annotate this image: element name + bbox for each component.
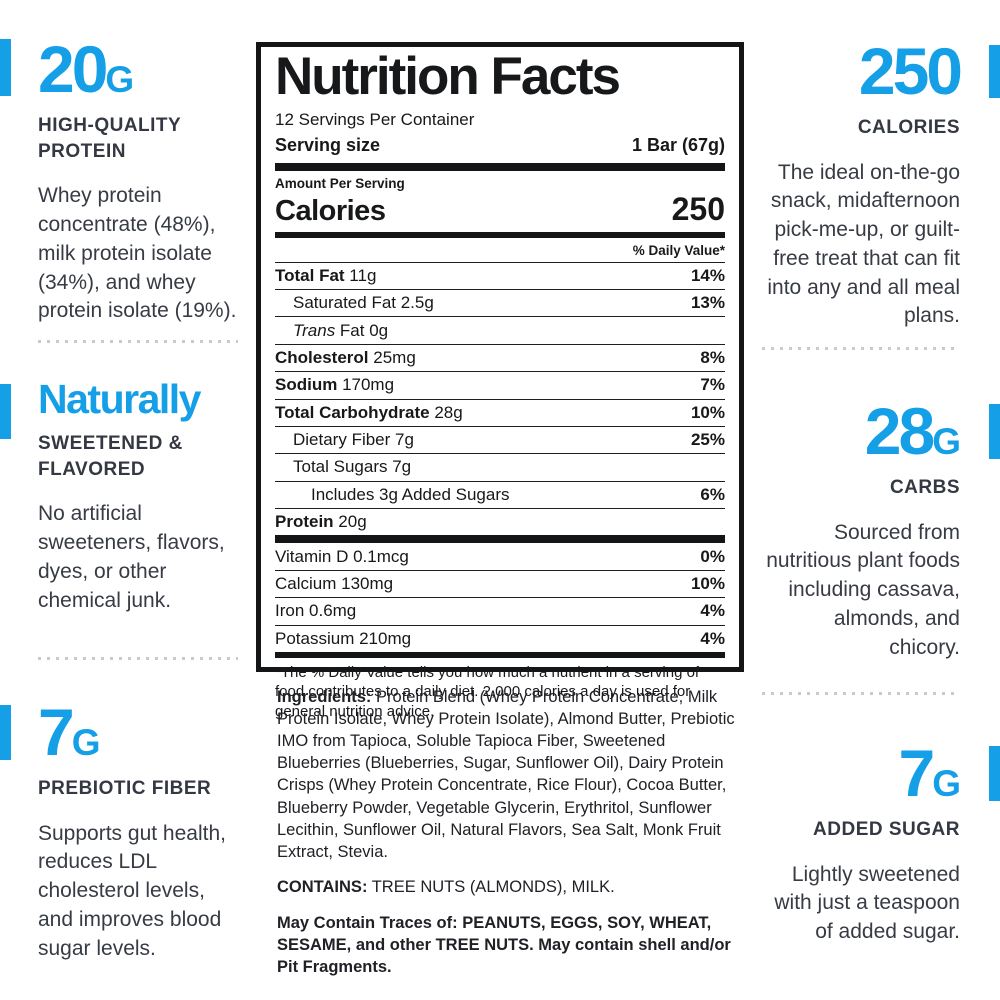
daily-value-footnote: *The % Daily Value tells you how much a … [275,663,700,720]
callout-calories: 250 CALORIES The ideal on-the-go snack, … [758,34,963,331]
dotted-divider [38,340,238,343]
nutrient-row-potassium: Potassium 210mg 4% [275,624,725,652]
dotted-divider [762,692,958,695]
fiber-grams: 7G [38,695,100,769]
nutrient-row-protein: Protein 20g [275,508,725,535]
fiber-description: Supports gut health, reduces LDL cholest… [38,821,226,960]
callout-protein: 20G HIGH-QUALITY PROTEIN Whey protein co… [38,36,240,326]
ingredients-section: Ingredients: Protein Blend (Whey Protein… [277,686,741,978]
thick-rule [275,231,725,238]
calories-label: Calories [275,194,386,227]
fiber-heading: PREBIOTIC FIBER [38,778,212,799]
nutrient-row-calcium: Calcium 130mg 10% [275,569,725,597]
callout-carbs: 28G CARBS Sourced from nutritious plant … [758,394,961,662]
nutrient-row-saturated-fat: Saturated Fat 2.5g 13% [275,289,725,316]
accent-bar-left-middle [0,384,11,439]
naturally-word: Naturally [38,376,201,422]
may-contain-paragraph: May Contain Traces of: PEANUTS, EGGS, SO… [277,913,731,977]
nutrient-row-vitamin-d: Vitamin D 0.1mcg 0% [275,546,725,566]
added-sugar-grams: 7G [898,736,961,810]
callout-fiber: 7G PREBIOTIC FIBER Supports gut health, … [38,699,240,963]
calories-row: Calories 250 [275,191,725,232]
servings-per-container: 12 Servings Per Container [275,109,475,129]
accent-bar-right-middle [989,404,1000,459]
protein-heading: HIGH-QUALITY PROTEIN [38,115,181,162]
calories-value: 250 [671,190,725,227]
naturally-heading: SWEETENED & FLAVORED [38,433,183,480]
calories-description: The ideal on-the-go snack, midafternoon … [767,160,960,328]
thick-rule [275,162,725,171]
thick-rule [275,651,725,658]
nutrient-row-sodium: Sodium 170mg 7% [275,371,725,398]
accent-bar-left-top [0,39,11,96]
contains-label: CONTAINS: [277,877,368,896]
nutrient-row-iron: Iron 0.6mg 4% [275,597,725,624]
thick-rule [275,535,725,544]
nutrition-facts-panel: Nutrition Facts 12 Servings Per Containe… [256,42,744,720]
carbs-heading: CARBS [889,477,960,498]
carbs-grams: 28G [864,394,961,468]
added-sugar-description: Lightly sweetened with just a teaspoon o… [774,862,960,944]
carbs-description: Sourced from nutritious plant foods incl… [766,520,960,659]
accent-bar-left-bottom [0,705,11,760]
nutrient-row-total-sugars: Total Sugars 7g [275,453,725,480]
nutrient-row-total-fat: Total Fat 11g 14% [275,265,725,285]
ingredients-paragraph: Ingredients: Protein Blend (Whey Protein… [277,688,735,861]
nutrient-row-added-sugars: Includes 3g Added Sugars 6% [275,480,725,508]
daily-value-header: % Daily Value* [275,238,725,263]
nutrient-row-trans-fat: Trans Fat 0g [275,316,725,343]
calories-number: 250 [858,34,963,108]
callout-added-sugar: 7G ADDED SUGAR Lightly sweetened with ju… [758,736,961,947]
panel-title: Nutrition Facts [275,47,621,106]
serving-size-label: Serving size [275,134,381,155]
nutrient-row-dietary-fiber: Dietary Fiber 7g 25% [275,425,725,453]
serving-size-value: 1 Bar (67g) [631,134,725,155]
accent-bar-right-top [989,45,1000,98]
dotted-divider [38,657,238,660]
amount-per-serving: Amount Per Serving [275,175,405,191]
calories-heading: CALORIES [857,117,960,138]
dotted-divider [762,347,958,350]
ingredients-label: Ingredients: [277,688,372,706]
protein-description: Whey protein concentrate (48%), milk pro… [38,184,237,323]
added-sugar-heading: ADDED SUGAR [813,819,960,840]
protein-grams: 20G [38,32,134,106]
nutrient-row-total-carbohydrate: Total Carbohydrate 28g 10% [275,398,725,426]
naturally-description: No artificial sweeteners, flavors, dyes,… [38,502,225,612]
accent-bar-right-bottom [989,746,1000,801]
contains-paragraph: CONTAINS: TREE NUTS (ALMONDS), MILK. [277,877,615,896]
nutrient-row-cholesterol: Cholesterol 25mg 8% [275,343,725,371]
serving-size-row: Serving size 1 Bar (67g) [275,130,725,163]
callout-naturally: Naturally SWEETENED & FLAVORED No artifi… [38,379,240,615]
